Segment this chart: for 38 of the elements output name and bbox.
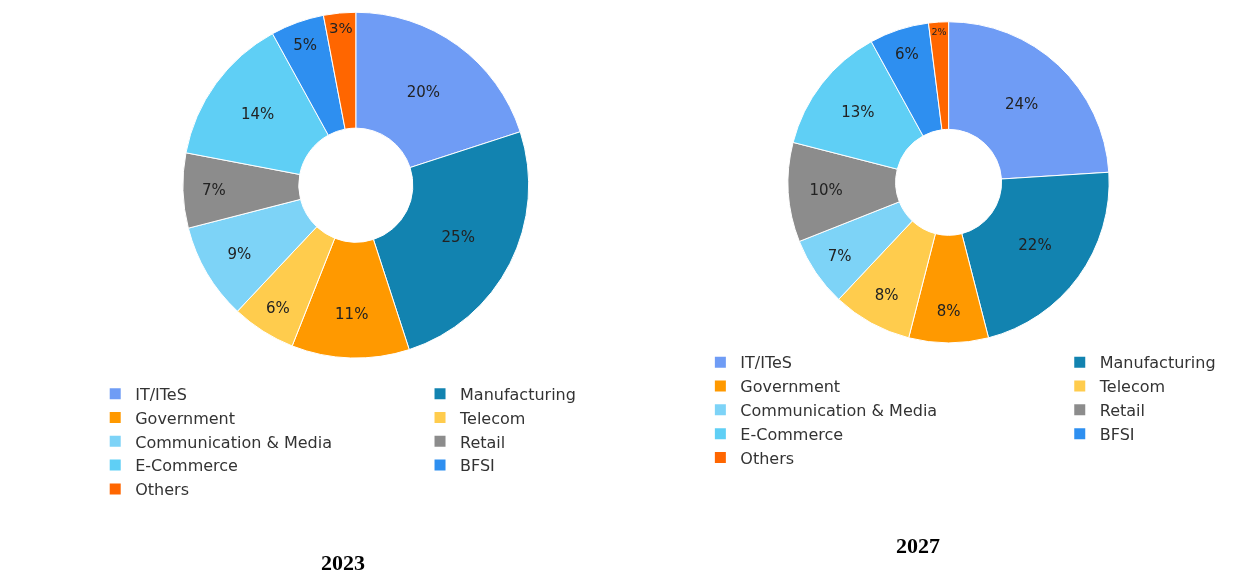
data-label: 10% xyxy=(809,181,843,200)
legend-label: Retail xyxy=(1099,401,1145,421)
legend-label: IT/ITeS xyxy=(740,353,793,373)
data-label: 6% xyxy=(894,44,919,63)
data-label: 24% xyxy=(1005,95,1039,114)
legend-label: Communication & Media xyxy=(740,401,938,421)
legend-label: BFSI xyxy=(1099,424,1135,444)
legend-label: Others xyxy=(740,448,795,468)
legend-label: Government xyxy=(135,408,235,428)
legend-label: Manufacturing xyxy=(460,384,576,404)
legend-label: Telecom xyxy=(1098,377,1166,397)
legend-label: Telecom xyxy=(459,408,526,428)
data-label: 20% xyxy=(406,83,441,102)
data-label: 8% xyxy=(874,285,899,304)
data-label: 8% xyxy=(936,301,961,320)
data-label: 2% xyxy=(931,25,947,37)
data-label: 14% xyxy=(241,104,275,123)
data-label: 7% xyxy=(202,180,226,199)
legend-label: Others xyxy=(135,480,189,500)
text: 2023 xyxy=(321,550,365,575)
data-label: 11% xyxy=(335,305,369,324)
data-label: 7% xyxy=(827,247,852,266)
data-label: 6% xyxy=(265,299,290,318)
legend-label: E-Commerce xyxy=(135,456,238,476)
legend-label: Communication & Media xyxy=(135,432,333,452)
data-label: 22% xyxy=(1018,236,1052,255)
legend-label: IT/ITeS xyxy=(135,384,187,404)
data-label: 13% xyxy=(841,102,875,121)
legend-label: BFSI xyxy=(460,456,495,476)
data-label: 3% xyxy=(329,18,353,37)
legend-label: E-Commerce xyxy=(740,424,844,444)
text: 2027 xyxy=(896,533,940,558)
legend-label: Government xyxy=(740,377,841,397)
data-label: 25% xyxy=(441,228,475,247)
legend-label: Retail xyxy=(460,432,506,452)
data-label: 5% xyxy=(293,35,318,54)
legend-label: Manufacturing xyxy=(1099,353,1216,373)
data-label: 9% xyxy=(227,244,252,263)
